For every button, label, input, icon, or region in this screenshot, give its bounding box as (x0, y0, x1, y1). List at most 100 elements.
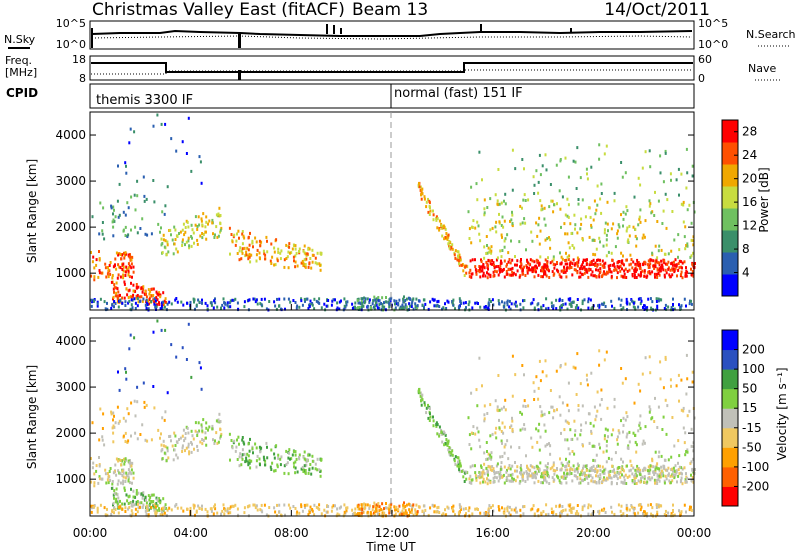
power-cell (689, 255, 692, 259)
power-cell (314, 261, 317, 265)
velocity-cell (510, 479, 513, 483)
velocity-cell (511, 476, 514, 480)
velocity-cell (212, 438, 214, 442)
power-cell (686, 244, 689, 248)
velocity-cell (494, 431, 497, 435)
velocity-cell (463, 480, 466, 483)
power-cell (273, 246, 276, 250)
velocity-cell (495, 476, 498, 480)
velocity-cell (561, 505, 564, 508)
velocity-cell (206, 513, 209, 517)
power-cell (173, 225, 176, 229)
velocity-cell (453, 459, 456, 463)
power-cell (229, 305, 232, 309)
velocity-cell (246, 452, 249, 456)
freq-right-tick-bottom: 0 (698, 72, 705, 85)
velocity-cell (643, 480, 646, 484)
power-cell (196, 225, 199, 228)
power-cell (589, 298, 592, 302)
power-cell (648, 204, 651, 208)
velocity-cell (200, 425, 203, 429)
velocity-cell (563, 474, 566, 478)
velocity-cell (145, 498, 147, 502)
velocity-cell (469, 474, 472, 478)
power-cell (570, 232, 573, 235)
power-cell (549, 261, 552, 265)
power-cell (597, 268, 600, 272)
velocity-cell (479, 481, 482, 485)
power-cell (496, 199, 499, 203)
velocity-cell (148, 502, 151, 506)
power-cell (620, 261, 623, 265)
power-cell (649, 165, 652, 169)
power-cell (270, 262, 273, 265)
power-cell (664, 303, 667, 307)
power-cell (385, 296, 387, 299)
power-cell (98, 258, 101, 262)
velocity-cell (185, 446, 188, 450)
velocity-cell (638, 472, 641, 476)
power-cell (236, 232, 238, 236)
power-cell (626, 269, 629, 273)
power-cell (114, 302, 117, 305)
power-cell (600, 211, 603, 215)
velocity-cell (677, 461, 679, 465)
velocity-cell (241, 438, 244, 442)
power-cell (663, 259, 666, 263)
velocity-cell (543, 478, 545, 482)
power-cell (492, 274, 495, 278)
power-cell (479, 275, 482, 279)
power-cell (124, 300, 127, 304)
power-cell (610, 270, 613, 274)
velocity-cell (620, 367, 623, 370)
velocity-cell (503, 451, 506, 455)
power-cell (205, 220, 208, 224)
power-cell (90, 251, 92, 254)
power-cell (93, 266, 96, 270)
power-cell (495, 265, 498, 269)
velocity-cell (255, 446, 258, 450)
power-cell (660, 266, 663, 270)
power-cell (423, 195, 426, 199)
power-cell (605, 233, 608, 237)
velocity-cell (601, 470, 604, 474)
power-cell (412, 297, 415, 301)
power-cell (678, 193, 680, 197)
power-cell (611, 258, 614, 262)
power-cell (590, 307, 593, 311)
velocity-cell (542, 471, 545, 475)
velocity-cell (451, 506, 454, 509)
power-cell (587, 275, 590, 279)
power-cell (231, 298, 234, 302)
power-cell (603, 228, 606, 232)
velocity-cell (142, 491, 145, 495)
power-cell (436, 226, 439, 230)
velocity-cell (529, 464, 532, 468)
velocity-cell (240, 455, 243, 459)
velocity-cell (374, 504, 377, 508)
velocity-cell (503, 481, 506, 485)
velocity-cell (618, 472, 621, 476)
velocity-cell (482, 477, 485, 481)
power-cell (488, 303, 491, 307)
power-cell (681, 261, 684, 265)
power-cell (237, 229, 240, 233)
power-cell (673, 238, 676, 242)
power-cell (262, 249, 265, 253)
velocity-cell (255, 459, 258, 463)
velocity-cell (234, 449, 237, 453)
power-cell (637, 273, 640, 277)
velocity-cell (654, 465, 657, 469)
power-cell (564, 259, 567, 262)
velocity-cell (504, 408, 507, 412)
velocity-cell (553, 409, 555, 413)
velocity-cell (446, 443, 449, 447)
power-cell (117, 164, 119, 168)
power-cell (572, 300, 575, 304)
velocity-cell (599, 473, 602, 477)
velocity-cell (637, 470, 640, 474)
velocity-cell (231, 504, 234, 508)
velocity-cell (125, 377, 128, 381)
power-cell (442, 224, 445, 228)
